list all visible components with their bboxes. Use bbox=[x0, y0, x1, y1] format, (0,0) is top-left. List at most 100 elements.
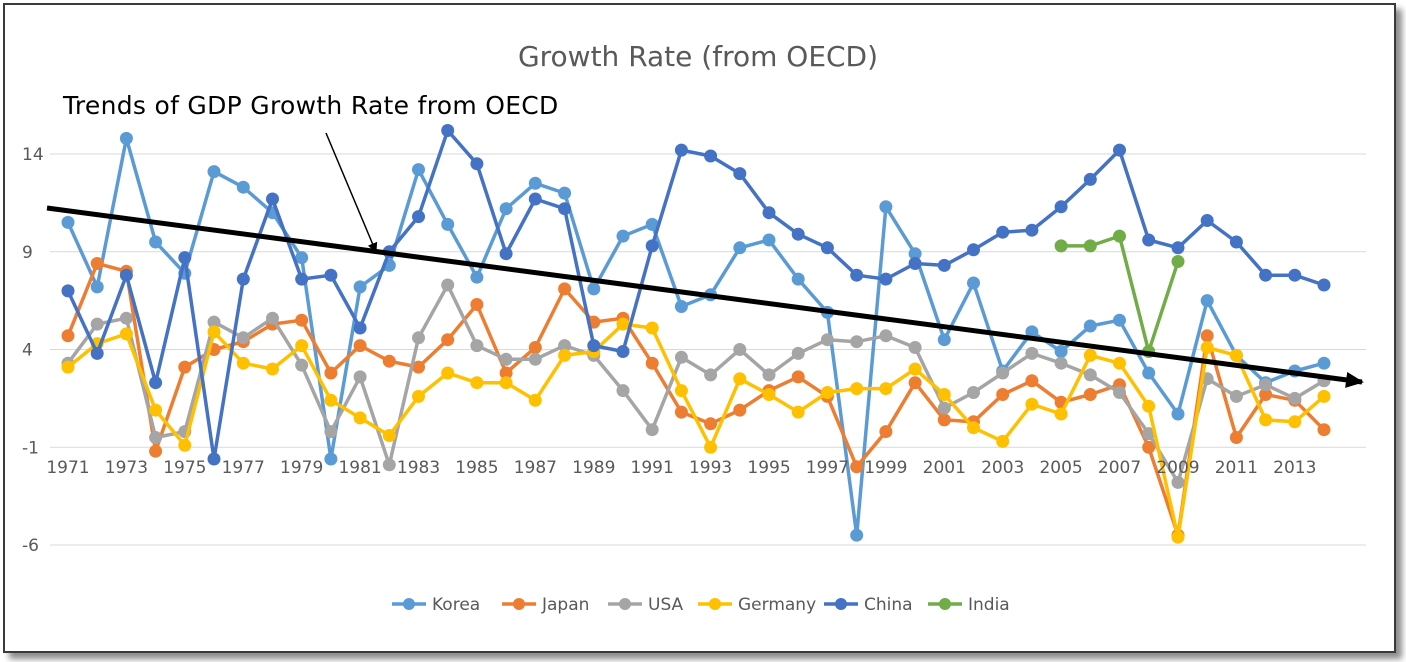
data-point bbox=[1259, 268, 1273, 282]
data-point bbox=[908, 376, 922, 390]
x-tick-label: 2005 bbox=[1039, 458, 1082, 478]
data-point bbox=[967, 276, 980, 290]
data-point bbox=[61, 284, 75, 298]
data-point bbox=[645, 356, 659, 370]
data-point bbox=[528, 192, 542, 206]
y-tick-label: -6 bbox=[22, 536, 39, 556]
data-point bbox=[558, 282, 572, 296]
data-point bbox=[353, 280, 367, 294]
legend-item-japan: Japan bbox=[502, 595, 589, 615]
chart-title: Growth Rate (from OECD) bbox=[518, 40, 878, 73]
data-point bbox=[1025, 374, 1039, 388]
data-point bbox=[178, 360, 192, 374]
data-point bbox=[587, 339, 601, 353]
x-axis-ticks: 1971 1973 1975 1977 1979 1981 1983 1985 1987 1989… bbox=[46, 458, 1316, 478]
data-point bbox=[850, 268, 864, 282]
data-point bbox=[733, 372, 747, 386]
series-line bbox=[66, 128, 1325, 461]
series-lines bbox=[61, 124, 1331, 544]
data-point bbox=[207, 315, 221, 329]
data-point bbox=[1200, 214, 1214, 227]
data-point bbox=[1229, 348, 1243, 362]
data-point bbox=[353, 411, 367, 425]
data-point bbox=[879, 200, 893, 214]
data-point bbox=[616, 384, 630, 398]
x-tick-label: 1979 bbox=[280, 458, 323, 478]
data-point bbox=[558, 339, 572, 353]
data-point bbox=[704, 417, 718, 431]
data-point bbox=[1113, 313, 1126, 327]
y-tick-label: 4 bbox=[22, 341, 33, 361]
data-point bbox=[324, 268, 338, 282]
data-point bbox=[908, 247, 922, 261]
data-point bbox=[1229, 389, 1243, 403]
data-point bbox=[266, 311, 279, 325]
data-point bbox=[353, 321, 367, 335]
data-point bbox=[324, 425, 338, 439]
data-point bbox=[791, 405, 805, 419]
data-point bbox=[674, 300, 688, 313]
data-point bbox=[762, 368, 776, 382]
series-india bbox=[1054, 229, 1185, 358]
data-point bbox=[704, 368, 718, 382]
data-point bbox=[762, 206, 776, 220]
x-tick-label: 1981 bbox=[338, 458, 381, 478]
legend-swatch-marker bbox=[619, 598, 631, 610]
data-point bbox=[937, 388, 951, 401]
data-point bbox=[1083, 239, 1097, 253]
data-point bbox=[645, 239, 659, 253]
data-point bbox=[616, 317, 630, 331]
legend-item-india: India bbox=[928, 595, 1010, 615]
data-point bbox=[412, 331, 425, 345]
data-point bbox=[587, 282, 601, 296]
x-tick-label: 1975 bbox=[163, 458, 206, 478]
data-point bbox=[1083, 172, 1097, 186]
data-point bbox=[908, 362, 922, 376]
data-point bbox=[1113, 356, 1126, 370]
x-tick-label: 1989 bbox=[572, 458, 615, 478]
data-point bbox=[324, 393, 338, 407]
data-point bbox=[90, 317, 104, 331]
data-point bbox=[1113, 229, 1126, 243]
data-point bbox=[879, 329, 893, 343]
legend-label: Japan bbox=[541, 595, 589, 615]
data-point bbox=[412, 389, 425, 403]
data-point bbox=[733, 167, 747, 181]
series-germany bbox=[61, 317, 1331, 544]
x-tick-label: 1997 bbox=[806, 458, 849, 478]
data-point bbox=[90, 280, 104, 294]
data-point bbox=[499, 352, 513, 366]
data-point bbox=[558, 186, 572, 200]
data-point bbox=[704, 149, 718, 163]
data-point bbox=[178, 251, 192, 265]
data-point bbox=[1083, 388, 1097, 401]
data-point bbox=[1142, 399, 1156, 413]
legend-label: Korea bbox=[432, 595, 480, 615]
data-point bbox=[470, 298, 484, 311]
data-point bbox=[1054, 407, 1068, 421]
data-point bbox=[207, 165, 221, 179]
data-point bbox=[820, 241, 834, 255]
data-point bbox=[645, 217, 659, 231]
data-point bbox=[1171, 407, 1185, 421]
x-tick-label: 2001 bbox=[923, 458, 966, 478]
data-point bbox=[499, 247, 513, 261]
data-point bbox=[382, 429, 396, 442]
data-point bbox=[295, 272, 309, 286]
legend-swatch-marker bbox=[709, 598, 721, 610]
data-point bbox=[149, 444, 163, 458]
data-point bbox=[1229, 431, 1243, 444]
data-point bbox=[879, 272, 893, 286]
data-point bbox=[1288, 391, 1302, 405]
data-point bbox=[967, 421, 980, 435]
data-point bbox=[353, 370, 367, 384]
data-point bbox=[1171, 241, 1185, 255]
data-point bbox=[733, 241, 747, 255]
data-point bbox=[733, 403, 747, 417]
data-point bbox=[674, 384, 688, 398]
data-point bbox=[1025, 346, 1039, 360]
x-tick-label: 1993 bbox=[689, 458, 732, 478]
data-point bbox=[996, 388, 1010, 401]
legend-swatch-marker bbox=[835, 598, 847, 610]
data-point bbox=[236, 272, 250, 286]
